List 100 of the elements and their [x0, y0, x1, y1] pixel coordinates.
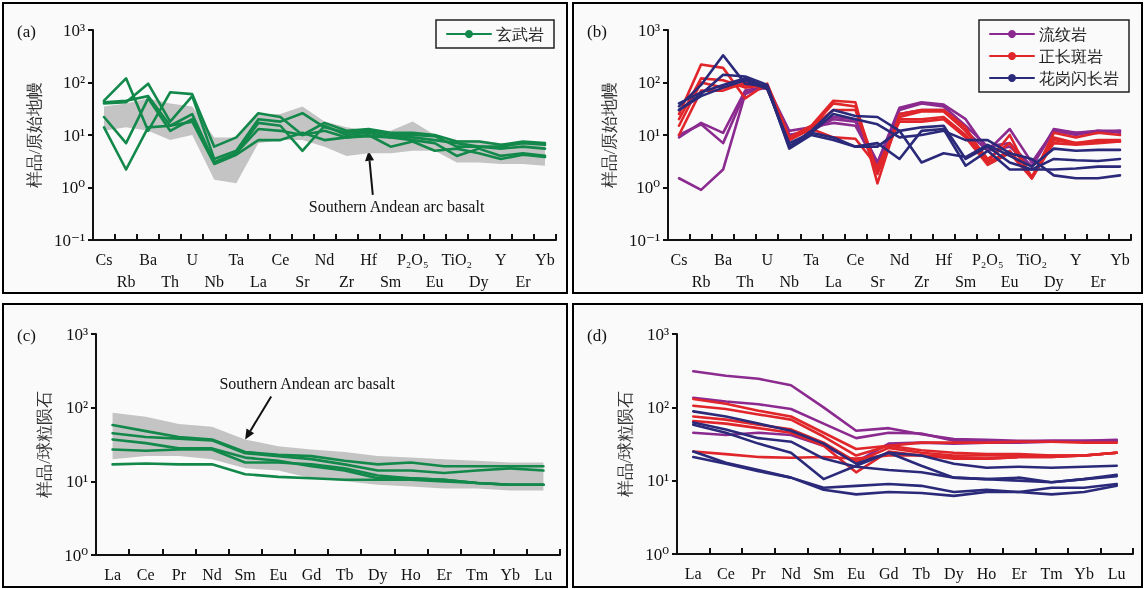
x-tick-label: Yb — [500, 565, 521, 583]
x-tick-label: Gd — [301, 565, 322, 583]
x-tick-label: P₂O₅ — [396, 250, 429, 268]
x-tick-label: Tb — [335, 565, 354, 583]
x-tick-label: P₂O₅ — [971, 250, 1004, 268]
x-tick-label: La — [104, 565, 122, 583]
x-tick-label: Dy — [469, 272, 489, 291]
legend-label: 流纹岩 — [1039, 25, 1087, 43]
x-tick-label: Sm — [234, 565, 257, 583]
x-tick-label: Ce — [716, 564, 735, 582]
x-tick-label: Nd — [889, 250, 910, 268]
x-tick-label: Ce — [271, 250, 290, 268]
y-tick-label: 10⁻¹ — [53, 230, 85, 250]
x-tick-label: Th — [736, 272, 755, 290]
x-tick-label: Er — [436, 565, 453, 583]
x-tick-label: Dy — [944, 564, 964, 583]
x-tick-label: Sm — [379, 272, 402, 290]
x-tick-label: Ce — [136, 565, 155, 583]
x-tick-label: U — [761, 250, 774, 268]
x-tick-label: Sr — [295, 272, 311, 290]
y-tick-label: 10³ — [62, 20, 85, 40]
chart-title: (c) — [17, 326, 36, 345]
y-tick-label: 10⁰ — [61, 178, 86, 197]
x-tick-label: La — [684, 564, 702, 582]
x-tick-label: Th — [161, 272, 180, 290]
y-tick-label: 10¹ — [65, 471, 88, 491]
y-tick-label: 10⁰ — [64, 545, 89, 565]
x-tick-label: Rb — [116, 272, 136, 290]
x-tick-label: Tb — [912, 564, 931, 582]
x-tick-label: Sr — [870, 272, 886, 290]
y-tick-label: 10² — [65, 398, 88, 418]
x-tick-label: U — [186, 250, 199, 268]
x-tick-label: Nd — [781, 564, 801, 582]
legend-label: 花岗闪长岩 — [1039, 69, 1119, 87]
y-tick-label: 10³ — [646, 324, 669, 344]
x-tick-label: Pr — [751, 564, 767, 582]
x-tick-label: Dy — [367, 565, 388, 584]
y-tick-label: 10³ — [65, 324, 88, 344]
annotation: Southern Andean arc basalt — [308, 198, 485, 216]
x-tick-label: Rb — [691, 272, 711, 290]
x-tick-label: Eu — [425, 272, 444, 290]
x-tick-label: Ce — [846, 250, 865, 268]
x-tick-label: Cs — [95, 250, 113, 268]
x-tick-label: Pr — [171, 565, 187, 583]
x-tick-label: Zr — [338, 272, 355, 290]
x-tick-label: Nd — [202, 565, 222, 583]
chart-title: (d) — [587, 326, 607, 345]
x-tick-label: Yb — [535, 250, 555, 268]
y-tick-label: 10¹ — [62, 125, 85, 145]
y-tick-label: 10³ — [637, 20, 660, 40]
x-tick-label: Nb — [779, 272, 800, 290]
x-tick-label: Sm — [812, 564, 835, 582]
legend-label: 玄武岩 — [496, 25, 544, 43]
chart-title: (a) — [17, 22, 36, 41]
y-axis-title: 样品/球粒陨石 — [35, 391, 55, 498]
chart-title: (b) — [587, 22, 607, 41]
y-tick-label: 10⁰ — [645, 544, 670, 564]
x-tick-label: Nb — [204, 272, 225, 290]
x-tick-label: Gd — [878, 564, 899, 582]
x-tick-label: Eu — [847, 564, 866, 582]
y-tick-label: 10² — [646, 397, 669, 417]
x-tick-label: Ho — [401, 565, 421, 583]
x-tick-label: Ba — [714, 250, 733, 268]
y-tick-label: 10² — [62, 73, 85, 92]
x-tick-label: Ba — [139, 250, 158, 268]
x-tick-label: Cs — [670, 250, 688, 268]
x-tick-label: Tm — [466, 565, 489, 583]
x-tick-label: Sm — [954, 272, 977, 290]
x-tick-label: TiO₂ — [441, 250, 473, 268]
y-axis-title: 样品/原始地幔 — [600, 81, 620, 189]
y-tick-label: 10¹ — [646, 471, 669, 491]
x-tick-label: La — [249, 272, 267, 290]
x-tick-label: Hf — [935, 250, 953, 268]
x-tick-label: Er — [515, 272, 532, 290]
x-tick-label: Y — [495, 250, 508, 268]
x-tick-label: TiO₂ — [1016, 250, 1048, 268]
x-tick-label: Eu — [269, 565, 288, 583]
x-tick-label: La — [824, 272, 842, 290]
y-tick-label: 10¹ — [637, 125, 660, 145]
x-tick-label: Er — [1090, 272, 1107, 290]
x-tick-label: Ho — [976, 564, 997, 582]
x-tick-label: Zr — [913, 272, 930, 290]
x-tick-label: Eu — [1000, 272, 1019, 290]
legend-label: 正长斑岩 — [1039, 47, 1103, 65]
x-tick-label: Lu — [534, 565, 553, 583]
x-tick-label: Er — [1011, 564, 1028, 582]
x-tick-label: Nd — [314, 250, 335, 268]
annotation: Southern Andean arc basalt — [219, 374, 396, 392]
x-tick-label: Ta — [228, 250, 245, 268]
x-tick-label: Tm — [1040, 564, 1064, 582]
y-tick-label: 10⁻¹ — [628, 230, 660, 250]
y-axis-title: 样品/原始地幔 — [25, 81, 45, 189]
y-tick-label: 10⁰ — [636, 178, 661, 197]
x-tick-label: Y — [1070, 250, 1083, 268]
x-tick-label: Yb — [1074, 564, 1094, 582]
x-tick-label: Dy — [1044, 272, 1064, 291]
y-tick-label: 10² — [637, 73, 660, 92]
y-axis-title: 样品/球粒陨石 — [616, 390, 636, 498]
x-tick-label: Lu — [1107, 564, 1126, 582]
x-tick-label: Hf — [360, 250, 378, 268]
